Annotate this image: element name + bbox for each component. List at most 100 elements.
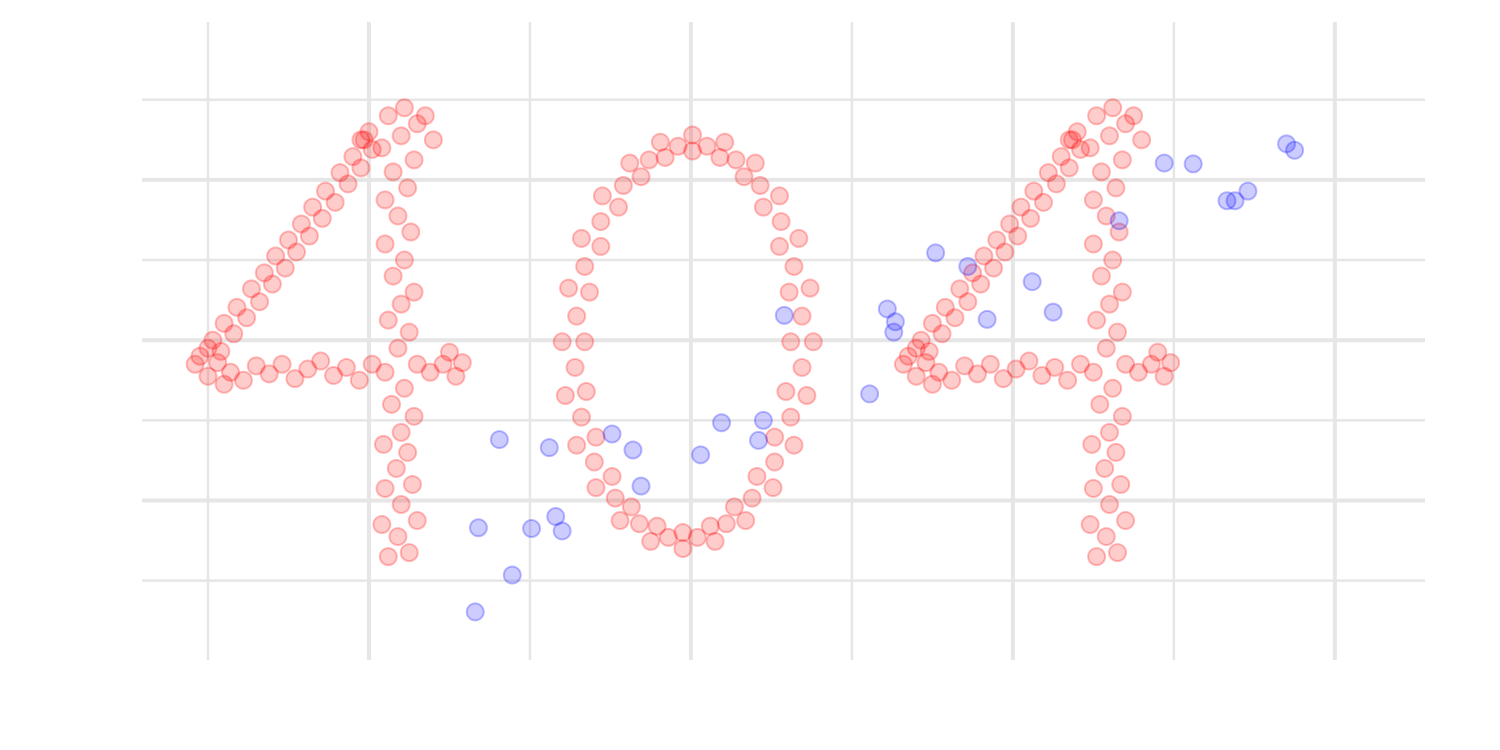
scatter-point: [567, 435, 587, 455]
scatter-point: [984, 258, 1004, 278]
scatter-point: [1109, 211, 1129, 231]
scatter-point: [753, 410, 773, 430]
scatter-point: [375, 362, 395, 382]
scatter-point: [1019, 351, 1039, 371]
scatter-point: [929, 362, 949, 382]
scatter-point: [691, 445, 711, 465]
scatter-point: [885, 312, 905, 332]
scatter-point: [1046, 174, 1066, 194]
scatter-point: [977, 309, 997, 329]
scatter-point: [750, 176, 770, 196]
scatter-point: [372, 515, 392, 535]
scatter-point: [386, 458, 406, 478]
scatter-point: [246, 356, 266, 376]
scatter-point: [1087, 310, 1107, 330]
scatter-point: [383, 162, 403, 182]
scatter-point: [349, 370, 369, 390]
scatter-point: [1024, 181, 1044, 201]
scatter-point: [391, 422, 411, 442]
scatter-point: [375, 478, 395, 498]
scatter-point: [935, 297, 955, 317]
scatter-point: [1099, 126, 1119, 146]
scatter-point: [391, 294, 411, 314]
scatter-point: [765, 427, 785, 447]
scatter-point: [734, 167, 754, 187]
scatter-point: [1096, 338, 1116, 358]
scatter-point: [407, 114, 427, 134]
scatter-point: [224, 324, 244, 344]
scatter-point: [919, 341, 939, 361]
scatter-point: [552, 521, 572, 541]
scatter-point: [388, 338, 408, 358]
scatter-point: [631, 167, 651, 187]
scatter-point: [565, 357, 585, 377]
scatter-point: [1091, 162, 1111, 182]
scatter-point: [1071, 354, 1091, 374]
scatter-point: [945, 308, 965, 328]
scatter-point: [1032, 365, 1052, 385]
scatter-point: [402, 474, 422, 494]
scatter-point: [623, 440, 643, 460]
scatter-point: [241, 279, 261, 299]
scatter-point: [502, 565, 522, 585]
scatter-point: [1103, 98, 1123, 118]
scatter-point: [330, 163, 350, 183]
scatter-point: [784, 435, 804, 455]
scatter-point: [198, 366, 218, 386]
scatter-point: [1083, 190, 1103, 210]
scatter-point: [1099, 422, 1119, 442]
scatter-point: [351, 158, 371, 178]
scatter-point: [639, 150, 659, 170]
scatter-point: [958, 292, 978, 312]
scatter-point: [388, 206, 408, 226]
scatter-point: [571, 407, 591, 427]
scatter-point: [608, 197, 628, 217]
scatter-point: [592, 186, 612, 206]
scatter-point: [1038, 163, 1058, 183]
scatter-point: [1096, 206, 1116, 226]
scatter-point: [922, 313, 942, 333]
scatter-point: [716, 514, 736, 534]
scatter-point: [673, 523, 693, 543]
scatter-point: [993, 369, 1013, 389]
scatter-point: [571, 228, 591, 248]
scatter-point: [803, 332, 823, 352]
scatter-point: [1006, 359, 1026, 379]
scatter-point: [359, 122, 379, 142]
scatter-point: [1132, 130, 1152, 150]
scatter-point: [1000, 214, 1020, 234]
scatter-point: [922, 374, 942, 394]
scatter-point: [916, 353, 936, 373]
scatter-point: [399, 543, 419, 563]
scatter-point: [789, 228, 809, 248]
scatter-point: [613, 176, 633, 196]
scatter-point: [354, 130, 374, 150]
scatter-point: [1021, 208, 1041, 228]
scatter-point: [287, 242, 307, 262]
scatter-point: [233, 370, 253, 390]
scatter-point: [769, 186, 789, 206]
scatter-point: [987, 230, 1007, 250]
scatter-point: [1277, 134, 1297, 154]
scatter-point: [211, 341, 231, 361]
scatter-point: [1011, 197, 1031, 217]
scatter-point: [1103, 378, 1123, 398]
scatter-point: [272, 354, 292, 374]
scatter-point: [877, 299, 897, 319]
scatter-point: [575, 256, 595, 276]
scatter-point: [372, 138, 392, 158]
scatter-point: [955, 356, 975, 376]
scatter-point: [967, 364, 987, 384]
scatter-point: [745, 153, 765, 173]
scatter-point: [324, 365, 344, 385]
scatter-point: [404, 282, 424, 302]
scatter-point: [1091, 266, 1111, 286]
scatter-point: [465, 602, 485, 622]
scatter-point: [591, 212, 611, 232]
scatter-point: [995, 242, 1015, 262]
scatter-point: [420, 362, 440, 382]
scatter-point: [1095, 458, 1115, 478]
scatter-point: [1043, 302, 1063, 322]
scatter-point: [950, 279, 970, 299]
scatter-point: [362, 354, 382, 374]
